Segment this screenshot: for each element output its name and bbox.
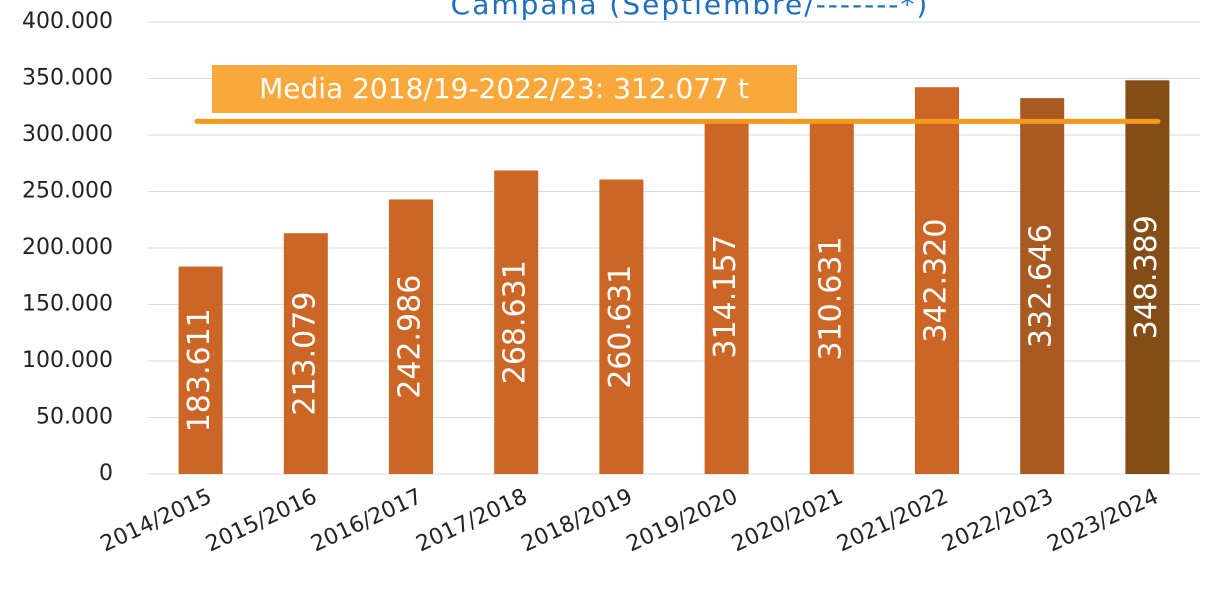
x-tick-label: 2023/2024 [1044, 484, 1163, 557]
value-label: 260.631 [603, 265, 638, 389]
value-label: 213.079 [287, 292, 322, 416]
y-tick-label: 300.000 [22, 122, 113, 147]
y-tick-label: 0 [99, 461, 113, 486]
bar [178, 266, 223, 474]
x-tick-label: 2015/2016 [202, 484, 321, 557]
bar [599, 179, 644, 474]
value-label: 183.611 [182, 308, 217, 432]
x-tick-label: 2014/2015 [97, 484, 216, 557]
x-tick-label: 2021/2022 [833, 484, 952, 557]
bar [389, 199, 433, 474]
bar [494, 170, 539, 475]
reference-label: Media 2018/19-2022/23: 312.077 t [259, 72, 749, 105]
y-tick-label: 350.000 [22, 66, 113, 91]
x-tick-label: 2019/2020 [623, 484, 742, 557]
value-label: 242.986 [393, 275, 428, 399]
value-label: 268.631 [498, 260, 533, 384]
x-tick-label: 2022/2023 [939, 484, 1058, 557]
x-tick-label: 2018/2019 [518, 484, 637, 557]
value-label: 310.631 [813, 236, 848, 360]
y-tick-label: 100.000 [22, 348, 113, 373]
chart-title: Campaña (Septiembre/-------*) [451, 0, 930, 21]
y-tick-label: 50.000 [36, 405, 113, 430]
bar [1125, 80, 1170, 474]
value-label: 348.389 [1129, 215, 1164, 339]
x-tick-label: 2016/2017 [307, 484, 426, 557]
x-tick-label: 2017/2018 [413, 484, 532, 557]
bar [704, 119, 749, 474]
bar [809, 122, 854, 474]
reference-label-box [212, 65, 797, 113]
y-tick-label: 150.000 [22, 292, 113, 317]
value-label: 332.646 [1024, 224, 1059, 348]
value-label: 342.320 [919, 219, 954, 343]
bar [1020, 98, 1065, 475]
bar [915, 87, 959, 474]
y-tick-label: 400.000 [22, 9, 113, 34]
x-tick-label: 2020/2021 [728, 484, 847, 557]
bar [283, 233, 328, 474]
value-label: 314.157 [708, 234, 743, 358]
y-tick-label: 200.000 [22, 235, 113, 260]
y-tick-label: 250.000 [22, 179, 113, 204]
